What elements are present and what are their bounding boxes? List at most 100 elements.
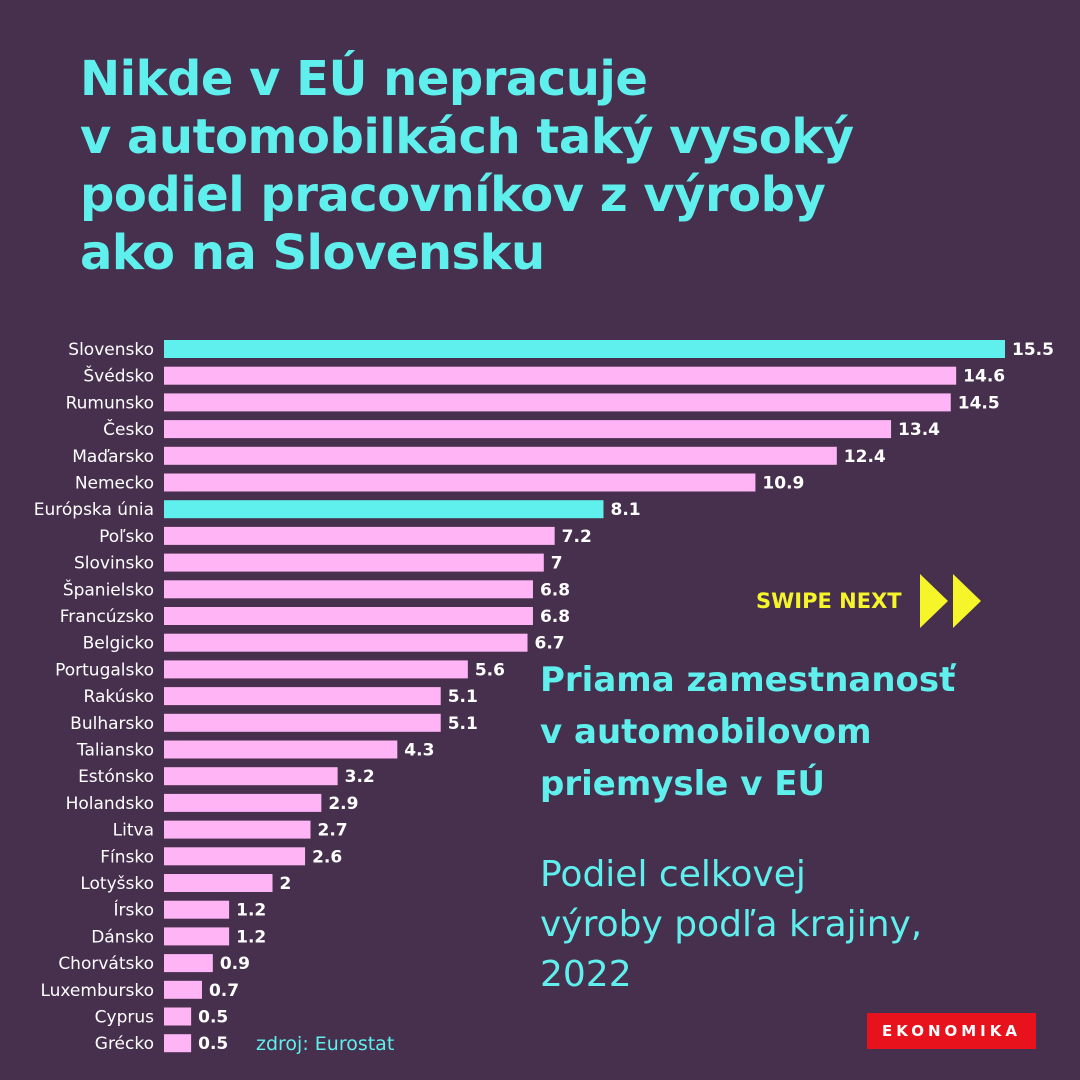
- category-label: Belgicko: [83, 634, 154, 654]
- bar: [164, 713, 441, 732]
- category-label: Chorvátsko: [58, 954, 154, 974]
- category-label: Rumunsko: [66, 393, 154, 413]
- chart-subtitle-line: v automobilovom: [540, 712, 872, 752]
- chart-title-line: Nikde v EÚ nepracuje: [80, 51, 648, 107]
- category-label: Dánsko: [91, 927, 154, 947]
- value-label: 2: [280, 874, 292, 894]
- category-label: Lotyšsko: [80, 874, 154, 894]
- category-label: Rakúsko: [84, 687, 154, 707]
- value-label: 6.8: [540, 607, 570, 627]
- chart-title: Nikde v EÚ nepracuje v automobilkách tak…: [80, 50, 1040, 282]
- value-label: 3.2: [345, 767, 375, 787]
- value-label: 1.2: [236, 901, 266, 921]
- bar: [164, 847, 306, 866]
- bar: [164, 687, 441, 706]
- bar: [164, 793, 322, 812]
- category-label: Írsko: [114, 899, 155, 921]
- value-label: 5.6: [475, 660, 505, 680]
- bar: [164, 393, 951, 412]
- bar: [164, 927, 230, 946]
- double-play-arrow-icon: [919, 574, 981, 628]
- category-label: Švédsko: [83, 365, 154, 387]
- value-label: 2.9: [328, 794, 358, 814]
- category-label: Slovinsko: [74, 554, 154, 574]
- category-label: Holandsko: [66, 794, 154, 814]
- category-label: Poľsko: [99, 527, 154, 547]
- value-label: 13.4: [898, 420, 940, 440]
- category-label: Litva: [113, 821, 154, 841]
- ekonomika-logo[interactable]: EKONOMIKA: [867, 1013, 1036, 1049]
- chart-subtitle: Priama zamestnanosť v automobilovom prie…: [540, 654, 1060, 810]
- chart-description: Podiel celkovej výroby podľa krajiny, 20…: [540, 850, 1060, 1000]
- bar: [164, 980, 202, 999]
- category-label: Španielsko: [63, 578, 154, 600]
- category-label: Portugalsko: [55, 660, 154, 680]
- value-label: 14.6: [963, 367, 1005, 387]
- bar: [164, 366, 957, 385]
- chart-subtitle-line: Priama zamestnanosť: [540, 660, 956, 700]
- value-label: 12.4: [844, 447, 886, 467]
- value-label: 2.6: [312, 847, 342, 867]
- bar: [164, 954, 213, 973]
- bar: [164, 340, 1005, 358]
- bar: [164, 446, 837, 465]
- category-label: Maďarsko: [72, 447, 154, 467]
- category-label: Francúzsko: [60, 607, 154, 627]
- value-label: 4.3: [404, 741, 434, 761]
- bar: [164, 1034, 192, 1053]
- bar: [164, 740, 398, 759]
- value-label: 7: [551, 554, 563, 574]
- category-label: Cyprus: [95, 1008, 154, 1028]
- value-label: 10.9: [762, 474, 804, 494]
- chart-description-line: Podiel celkovej: [540, 854, 806, 895]
- chart-title-line: ako na Slovensku: [80, 225, 545, 281]
- value-label: 6.8: [540, 580, 570, 600]
- value-label: 8.1: [610, 500, 640, 520]
- category-label: Luxembursko: [40, 981, 154, 1001]
- bar: [164, 874, 273, 892]
- chart-subtitle-line: priemysle v EÚ: [540, 764, 826, 804]
- bar: [164, 473, 756, 492]
- bar: [164, 900, 230, 919]
- category-label: Fínsko: [100, 847, 154, 867]
- value-label: 5.1: [448, 687, 478, 707]
- value-label: 6.7: [535, 634, 565, 654]
- category-label: Európska únia: [34, 500, 154, 520]
- value-label: 0.5: [198, 1034, 228, 1054]
- category-label: Taliansko: [76, 741, 154, 761]
- value-label: 0.9: [220, 954, 250, 974]
- chart-description-line: výroby podľa krajiny,: [540, 904, 923, 945]
- category-label: Estónsko: [78, 767, 154, 787]
- category-label: Slovensko: [68, 340, 154, 360]
- chart-title-line: podiel pracovníkov z výroby: [80, 167, 826, 223]
- bar: [164, 1007, 192, 1026]
- value-label: 1.2: [236, 927, 266, 947]
- source-note: zdroj: Eurostat: [256, 1033, 395, 1055]
- category-label: Bulharsko: [70, 714, 154, 734]
- category-label: Grécko: [95, 1034, 154, 1054]
- chart-description-line: 2022: [540, 954, 632, 995]
- bar: [164, 420, 892, 439]
- value-label: 0.7: [209, 981, 239, 1001]
- bar: [164, 820, 311, 839]
- swipe-next-label: SWIPE NEXT: [756, 589, 902, 613]
- bar: [164, 500, 604, 519]
- bar: [164, 767, 338, 786]
- bar: [164, 633, 528, 652]
- chart-title-line: v automobilkách taký vysoký: [80, 109, 854, 165]
- value-label: 5.1: [448, 714, 478, 734]
- value-label: 0.5: [198, 1008, 228, 1028]
- category-label: Česko: [103, 418, 154, 440]
- value-label: 7.2: [562, 527, 592, 547]
- bar: [164, 607, 533, 625]
- value-label: 2.7: [317, 821, 347, 841]
- value-label: 15.5: [1012, 340, 1054, 360]
- category-label: Nemecko: [75, 474, 154, 494]
- swipe-next-button[interactable]: SWIPE NEXT: [756, 574, 982, 628]
- bar: [164, 580, 533, 599]
- bar: [164, 526, 555, 545]
- value-label: 14.5: [958, 393, 1000, 413]
- bar: [164, 660, 468, 679]
- bar: [164, 553, 544, 572]
